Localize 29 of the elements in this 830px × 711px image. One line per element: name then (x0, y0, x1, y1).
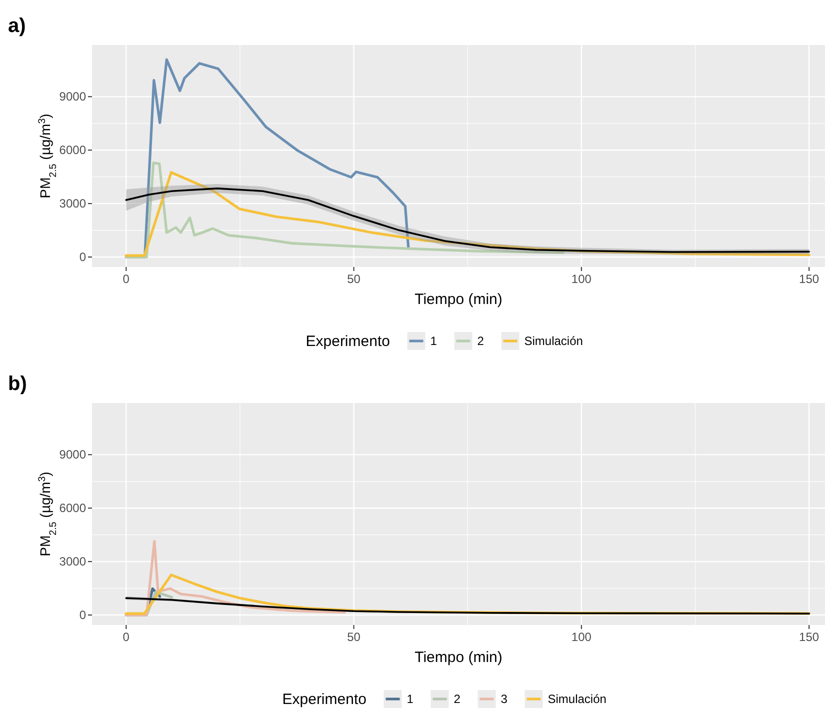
y-tick-label: 0 (79, 608, 86, 622)
legend-label: 1 (406, 692, 414, 706)
y-tick-label: 0 (79, 250, 86, 264)
x-tick-label: 100 (571, 630, 592, 644)
legend-label: Simulación (548, 692, 606, 706)
text: b) (8, 373, 27, 395)
x-axis-title: Tiempo (min) (414, 291, 502, 308)
x-tick-label: 150 (799, 630, 820, 644)
legend-label: 1 (430, 334, 438, 348)
x-axis-title: Tiempo (min) (414, 649, 502, 666)
x-tick-label: 0 (122, 630, 130, 644)
legend-label: Simulación (524, 334, 583, 348)
y-tick-label: 3000 (59, 554, 86, 569)
legend-title: Experimento (282, 691, 366, 708)
y-tick-label: 9000 (59, 448, 86, 462)
y-tick-label: 6000 (59, 143, 86, 158)
legend-label: 2 (454, 692, 461, 706)
legend-label: 2 (477, 334, 484, 348)
legend-label: 3 (500, 692, 508, 706)
y-tick-label: 6000 (59, 501, 86, 516)
x-tick-label: 100 (571, 272, 592, 286)
x-tick-label: 50 (347, 630, 361, 644)
text: a) (8, 15, 26, 37)
x-tick-label: 50 (347, 272, 361, 286)
y-tick-label: 3000 (59, 196, 86, 211)
x-tick-label: 0 (122, 272, 130, 286)
y-tick-label: 9000 (59, 90, 86, 104)
x-tick-label: 150 (799, 272, 820, 286)
legend-title: Experimento (306, 333, 390, 350)
